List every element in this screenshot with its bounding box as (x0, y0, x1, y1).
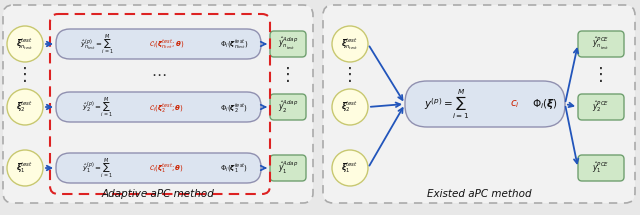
Text: $\hat{y}_{n_{test}}^{(p)}=\!\sum_{i=1}^{M}$: $\hat{y}_{n_{test}}^{(p)}=\!\sum_{i=1}^{… (80, 32, 114, 56)
Text: $\hat{y}_2^{(p)}=\!\sum_{i=1}^{M}$: $\hat{y}_2^{(p)}=\!\sum_{i=1}^{M}$ (81, 95, 113, 119)
FancyBboxPatch shape (270, 31, 306, 57)
Text: $\Phi_i(\boldsymbol{\xi})$: $\Phi_i(\boldsymbol{\xi})$ (532, 97, 558, 111)
FancyBboxPatch shape (578, 31, 624, 57)
Text: $\mathcal{C}_i(\boldsymbol{\xi}_2^{test};\boldsymbol{\theta})$: $\mathcal{C}_i(\boldsymbol{\xi}_2^{test}… (149, 100, 184, 114)
FancyBboxPatch shape (405, 81, 565, 127)
Text: $\hat{y}_2^{PCE}$: $\hat{y}_2^{PCE}$ (593, 100, 609, 114)
Text: $\hat{y}_1^{PCE}$: $\hat{y}_1^{PCE}$ (593, 161, 609, 175)
Circle shape (332, 89, 368, 125)
Text: Existed aPC method: Existed aPC method (427, 189, 531, 199)
Text: Adaptive aPC method: Adaptive aPC method (102, 189, 214, 199)
Text: $\hat{y}_{n_{test}}^{Adap}$: $\hat{y}_{n_{test}}^{Adap}$ (278, 36, 298, 52)
Text: ⋯: ⋯ (151, 68, 166, 83)
Text: ⋮: ⋮ (592, 66, 610, 84)
Circle shape (7, 26, 43, 62)
FancyBboxPatch shape (578, 155, 624, 181)
Text: $c_i$: $c_i$ (510, 98, 520, 110)
Text: $y^{(p)}=\!\sum_{i=1}^{M}$: $y^{(p)}=\!\sum_{i=1}^{M}$ (424, 88, 470, 121)
Text: $\boldsymbol{\xi}_2^{test}$: $\boldsymbol{\xi}_2^{test}$ (17, 100, 33, 114)
Text: ⋮: ⋮ (279, 66, 297, 84)
FancyBboxPatch shape (270, 155, 306, 181)
Text: $\boldsymbol{\xi}_{n_{test}}^{test}$: $\boldsymbol{\xi}_{n_{test}}^{test}$ (17, 36, 34, 52)
Text: $\hat{y}_2^{Adap}$: $\hat{y}_2^{Adap}$ (278, 99, 298, 115)
Text: $\Phi_i(\boldsymbol{\xi}_2^{test})$: $\Phi_i(\boldsymbol{\xi}_2^{test})$ (220, 100, 248, 114)
Circle shape (332, 150, 368, 186)
FancyBboxPatch shape (3, 5, 313, 203)
Circle shape (7, 89, 43, 125)
Text: $\boldsymbol{\xi}_1^{test}$: $\boldsymbol{\xi}_1^{test}$ (17, 161, 33, 175)
FancyBboxPatch shape (56, 153, 261, 183)
FancyBboxPatch shape (56, 92, 261, 122)
Circle shape (332, 26, 368, 62)
FancyBboxPatch shape (270, 94, 306, 120)
FancyBboxPatch shape (578, 94, 624, 120)
Circle shape (7, 150, 43, 186)
Text: $\Phi_i(\boldsymbol{\xi}_1^{test})$: $\Phi_i(\boldsymbol{\xi}_1^{test})$ (220, 161, 248, 175)
FancyBboxPatch shape (56, 29, 261, 59)
Text: $\boldsymbol{\xi}_{n_{test}}^{test}$: $\boldsymbol{\xi}_{n_{test}}^{test}$ (341, 36, 358, 52)
Text: $\mathcal{C}_i(\boldsymbol{\xi}_1^{test};\boldsymbol{\theta})$: $\mathcal{C}_i(\boldsymbol{\xi}_1^{test}… (149, 161, 184, 175)
Text: $\boldsymbol{\xi}_2^{test}$: $\boldsymbol{\xi}_2^{test}$ (342, 100, 358, 114)
Text: $\hat{y}_1^{(p)}=\!\sum_{i=1}^{M}$: $\hat{y}_1^{(p)}=\!\sum_{i=1}^{M}$ (81, 156, 113, 180)
Text: $\mathcal{C}_i(\boldsymbol{\xi}_{n_{test}}^{test};\boldsymbol{\theta})$: $\mathcal{C}_i(\boldsymbol{\xi}_{n_{test… (149, 37, 184, 51)
FancyBboxPatch shape (323, 5, 635, 203)
Text: ⋮: ⋮ (16, 66, 34, 84)
Text: $\hat{y}_1^{Adap}$: $\hat{y}_1^{Adap}$ (278, 160, 298, 176)
Text: ⋮: ⋮ (341, 66, 359, 84)
Text: $\hat{y}_{n_{test}}^{PCE}$: $\hat{y}_{n_{test}}^{PCE}$ (592, 36, 610, 52)
Text: $\Phi_i(\boldsymbol{\xi}_{n_{test}}^{test})$: $\Phi_i(\boldsymbol{\xi}_{n_{test}}^{tes… (220, 37, 248, 51)
Text: $\boldsymbol{\xi}_1^{test}$: $\boldsymbol{\xi}_1^{test}$ (342, 161, 358, 175)
